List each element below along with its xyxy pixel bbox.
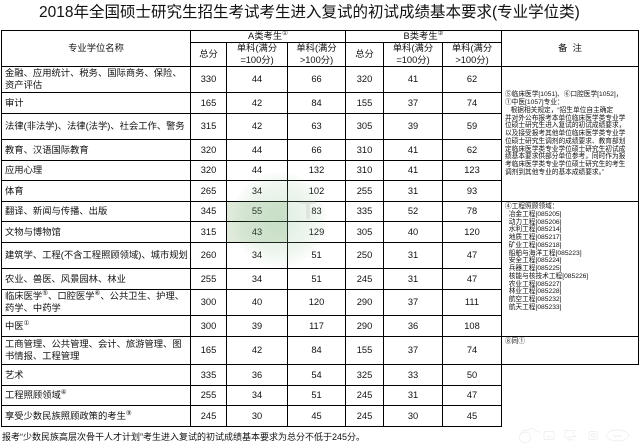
svg-text:weixin: weixin [613, 434, 622, 438]
svg-text:QQ: QQ [547, 435, 552, 439]
svg-text:weibo: weibo [567, 439, 574, 442]
